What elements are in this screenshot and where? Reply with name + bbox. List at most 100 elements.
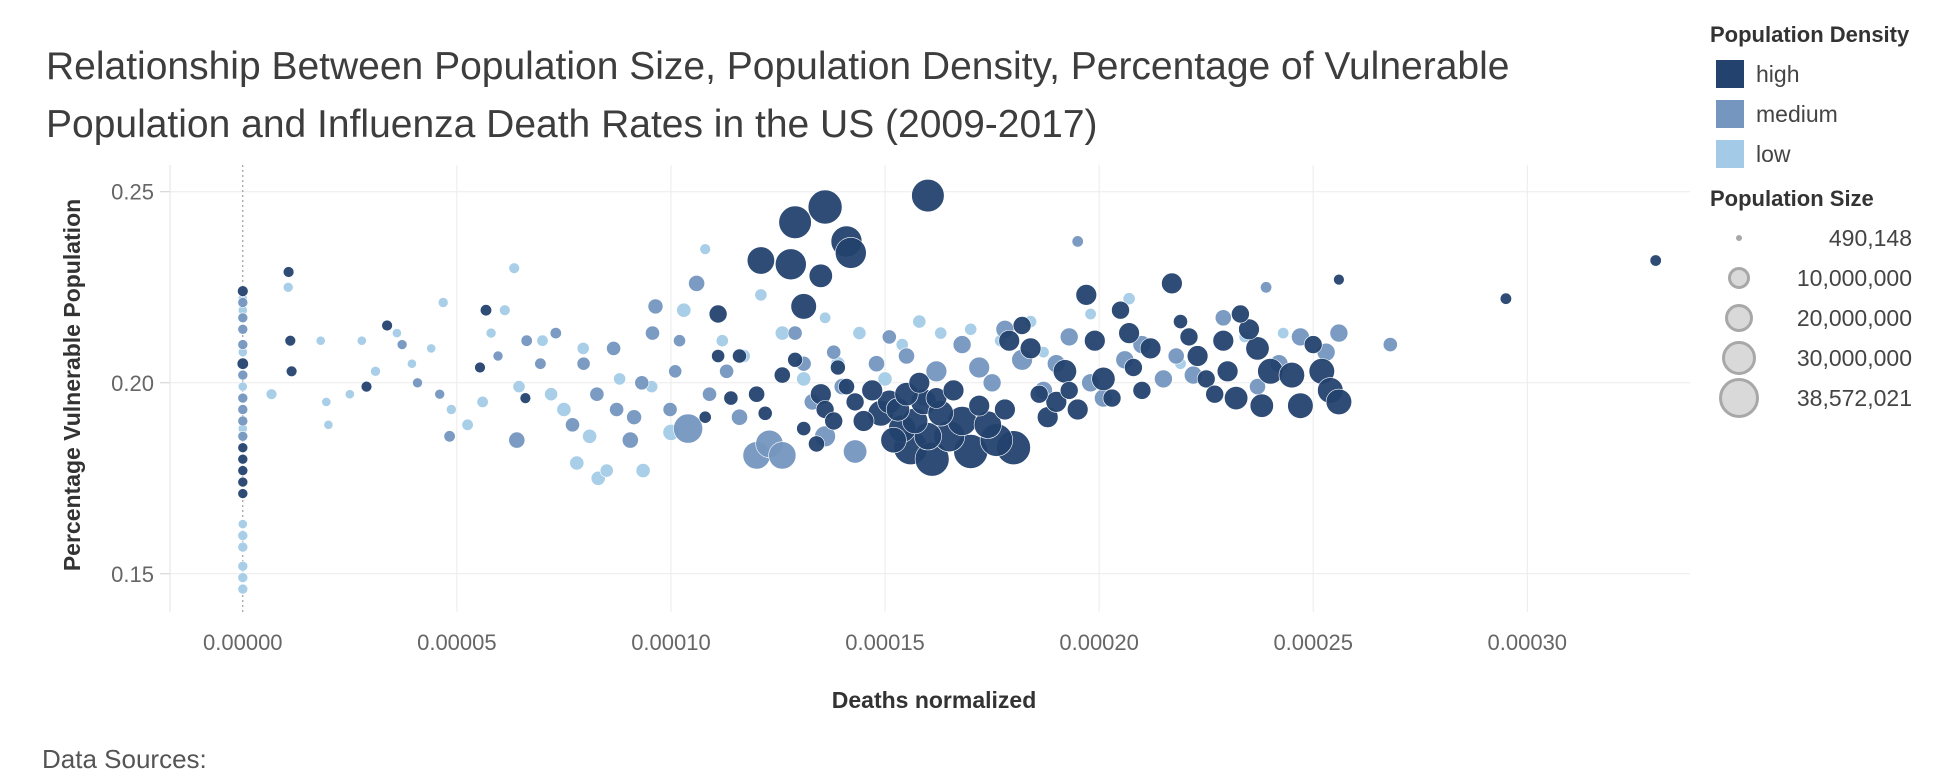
data-point-low[interactable] <box>796 371 812 387</box>
data-point-high[interactable] <box>1325 388 1352 416</box>
data-point-high[interactable] <box>1205 384 1224 404</box>
data-point-medium[interactable] <box>673 413 704 444</box>
data-point-low[interactable] <box>964 322 978 336</box>
data-point-medium[interactable] <box>787 325 803 341</box>
data-point-low[interactable] <box>237 560 249 572</box>
data-point-high[interactable] <box>237 465 249 476</box>
data-point-medium[interactable] <box>1059 327 1079 347</box>
data-point-low[interactable] <box>445 404 457 415</box>
data-point-medium[interactable] <box>688 274 706 292</box>
data-point-high[interactable] <box>994 398 1016 421</box>
data-point-low[interactable] <box>715 334 729 348</box>
data-point-high[interactable] <box>723 390 739 406</box>
data-point-high[interactable] <box>282 266 295 278</box>
data-point-high[interactable] <box>479 304 492 317</box>
data-point-high[interactable] <box>834 237 867 269</box>
data-point-high[interactable] <box>757 405 773 421</box>
data-point-high[interactable] <box>1111 300 1130 320</box>
data-point-medium[interactable] <box>1260 281 1273 294</box>
data-point-medium[interactable] <box>237 430 249 442</box>
data-point-high[interactable] <box>1179 327 1199 347</box>
data-point-high[interactable] <box>796 421 812 436</box>
data-point-medium[interactable] <box>634 375 650 391</box>
data-point-medium[interactable] <box>434 388 446 400</box>
data-point-high[interactable] <box>942 379 965 402</box>
data-point-high[interactable] <box>1278 362 1305 389</box>
data-point-medium[interactable] <box>237 323 249 335</box>
data-point-low[interactable] <box>512 380 526 393</box>
data-point-medium[interactable] <box>621 431 639 449</box>
data-point-high[interactable] <box>1161 272 1183 295</box>
data-point-high[interactable] <box>773 366 791 384</box>
data-point-low[interactable] <box>237 519 248 529</box>
data-point-low[interactable] <box>1084 307 1097 320</box>
data-point-high[interactable] <box>285 365 298 377</box>
data-point-low[interactable] <box>323 419 334 430</box>
data-point-medium[interactable] <box>565 417 580 433</box>
data-point-medium[interactable] <box>662 402 678 417</box>
data-point-low[interactable] <box>437 297 449 308</box>
data-point-low[interactable] <box>344 389 355 400</box>
data-point-high[interactable] <box>861 379 883 402</box>
data-point-low[interactable] <box>237 583 249 595</box>
data-point-high[interactable] <box>237 285 249 297</box>
data-point-medium[interactable] <box>826 344 842 360</box>
data-point-high[interactable] <box>237 442 249 454</box>
data-point-medium[interactable] <box>1071 235 1084 248</box>
data-point-medium[interactable] <box>237 404 249 415</box>
data-point-medium[interactable] <box>589 386 605 402</box>
data-point-low[interactable] <box>370 365 381 377</box>
data-point-medium[interactable] <box>925 360 948 382</box>
data-point-high[interactable] <box>1029 384 1049 404</box>
data-point-medium[interactable] <box>576 356 591 371</box>
data-point-low[interactable] <box>912 314 927 329</box>
data-point-high[interactable] <box>774 248 807 281</box>
data-point-high[interactable] <box>1212 330 1235 352</box>
data-point-high[interactable] <box>360 380 373 393</box>
data-point-high[interactable] <box>807 189 843 225</box>
data-point-low[interactable] <box>544 387 558 402</box>
data-point-high[interactable] <box>1084 330 1106 352</box>
data-point-low[interactable] <box>237 530 249 541</box>
data-point-medium[interactable] <box>731 408 748 426</box>
data-point-low[interactable] <box>754 288 768 302</box>
data-point-high[interactable] <box>1045 391 1068 413</box>
data-point-high[interactable] <box>968 395 990 417</box>
data-point-low[interactable] <box>1277 327 1290 340</box>
data-point-low[interactable] <box>819 311 832 324</box>
data-point-high[interactable] <box>1224 386 1249 411</box>
data-point-high[interactable] <box>708 304 728 324</box>
data-point-high[interactable] <box>236 357 249 370</box>
data-point-medium[interactable] <box>898 347 915 365</box>
data-point-high[interactable] <box>787 351 803 368</box>
data-point-low[interactable] <box>282 281 294 293</box>
data-point-medium[interactable] <box>237 312 249 324</box>
data-point-low[interactable] <box>356 335 367 346</box>
data-point-medium[interactable] <box>508 431 526 449</box>
data-point-high[interactable] <box>1231 304 1250 324</box>
data-point-medium[interactable] <box>492 350 504 362</box>
data-point-high[interactable] <box>808 435 825 453</box>
data-point-medium[interactable] <box>443 430 456 443</box>
data-point-low[interactable] <box>461 418 474 431</box>
data-point-medium[interactable] <box>1154 369 1173 389</box>
data-point-high[interactable] <box>1303 335 1323 354</box>
data-point-low[interactable] <box>321 396 332 407</box>
data-point-high[interactable] <box>778 205 812 239</box>
data-point-high[interactable] <box>998 330 1020 352</box>
data-point-high[interactable] <box>908 372 930 394</box>
data-point-high[interactable] <box>1102 388 1122 408</box>
data-point-medium[interactable] <box>520 334 533 347</box>
data-point-medium[interactable] <box>237 297 249 308</box>
size-legend-item[interactable]: 38,572,021 <box>1716 378 1956 418</box>
data-point-low[interactable] <box>599 463 614 478</box>
data-point-low[interactable] <box>699 243 711 255</box>
data-point-high[interactable] <box>237 488 249 499</box>
data-point-high[interactable] <box>237 453 249 465</box>
data-point-high[interactable] <box>1287 392 1314 419</box>
data-point-high[interactable] <box>830 359 846 376</box>
data-point-high[interactable] <box>808 263 833 288</box>
density-legend-item-high[interactable]: high <box>1716 54 1956 94</box>
data-point-low[interactable] <box>877 371 893 387</box>
data-point-high[interactable] <box>1649 254 1662 267</box>
